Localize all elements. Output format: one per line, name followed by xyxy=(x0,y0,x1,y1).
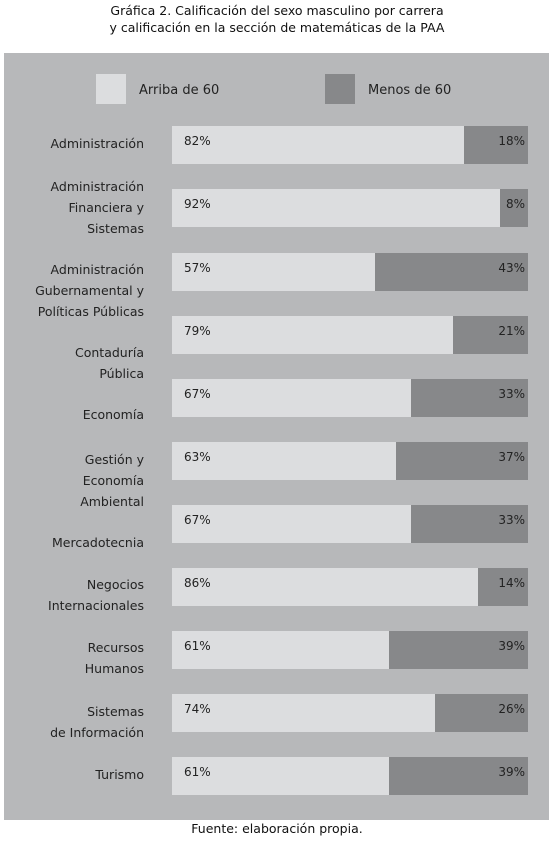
bar-below-60 xyxy=(389,631,528,669)
category-label-line: Sistemas xyxy=(87,704,144,719)
legend-label-below-60: Menos de 60 xyxy=(368,83,452,98)
category-label-line: Contaduría xyxy=(75,345,144,360)
category-label-line: Financiera y xyxy=(68,200,144,215)
data-label-above-60: 61% xyxy=(184,765,211,779)
source-note: Fuente: elaboración propia. xyxy=(191,821,363,836)
bar-below-60 xyxy=(463,126,528,164)
category-label-line: Internacionales xyxy=(48,598,144,613)
legend-label-above-60: Arriba de 60 xyxy=(139,83,220,98)
bar-below-60 xyxy=(389,757,528,795)
category-label-line: Negocios xyxy=(86,577,144,592)
category-label-line: Ambiental xyxy=(80,494,144,509)
category-label-line: Administración xyxy=(50,262,144,277)
data-label-below-60: 8% xyxy=(505,197,525,211)
bar-below-60 xyxy=(453,316,528,354)
chart-title-line-1: Gráfica 2. Calificación del sexo masculi… xyxy=(110,3,444,18)
category-label-line: Recursos xyxy=(87,640,144,655)
bar-above-60 xyxy=(172,126,464,164)
bar-above-60 xyxy=(172,757,390,795)
category-label-line: Gestión y xyxy=(84,452,144,467)
category-label-line: Administración xyxy=(50,136,144,151)
data-label-above-60: 82% xyxy=(184,134,211,148)
data-label-below-60: 21% xyxy=(498,324,525,338)
category-label: Sistemas de Información xyxy=(50,701,144,743)
chart-panel: Arriba de 60 Menos de 60 82% 18% Administr… xyxy=(4,53,549,820)
bar-below-60 xyxy=(410,505,528,543)
bar-above-60 xyxy=(172,568,479,606)
data-label-below-60: 39% xyxy=(498,765,525,779)
data-label-above-60: 79% xyxy=(184,324,211,338)
data-label-below-60: 18% xyxy=(498,134,525,148)
bar-above-60 xyxy=(172,253,375,291)
category-label-line: Economía xyxy=(82,473,144,488)
chart-title-line-2: y calificación en la sección de matemáti… xyxy=(109,20,445,35)
data-label-above-60: 67% xyxy=(184,513,211,527)
data-label-above-60: 74% xyxy=(184,702,211,716)
data-label-below-60: 43% xyxy=(498,261,525,275)
category-label: Gestión y Economía Ambiental xyxy=(80,449,144,512)
category-label-line: Economía xyxy=(82,407,144,422)
data-label-above-60: 57% xyxy=(184,261,211,275)
category-label-line: Pública xyxy=(99,366,144,381)
data-label-below-60: 14% xyxy=(498,576,525,590)
category-label: Administración xyxy=(51,133,144,154)
data-label-above-60: 61% xyxy=(184,639,211,653)
bar-below-60 xyxy=(478,568,528,606)
category-label: Administración Financiera y Sistemas xyxy=(51,176,144,239)
data-label-above-60: 63% xyxy=(184,450,211,464)
category-label-line: Políticas Públicas xyxy=(37,304,144,319)
category-label-line: Turismo xyxy=(95,767,144,782)
bar-above-60 xyxy=(172,631,390,669)
category-label-line: Sistemas xyxy=(87,221,144,236)
bar-below-60 xyxy=(499,189,528,227)
data-label-above-60: 92% xyxy=(184,197,211,211)
bar-below-60 xyxy=(396,442,528,480)
bar-above-60 xyxy=(172,316,454,354)
bar-above-60 xyxy=(172,379,411,417)
category-label-line: Administración xyxy=(50,179,144,194)
category-label: Recursos Humanos xyxy=(85,637,144,679)
legend-swatch-below-60 xyxy=(325,74,355,104)
bar-above-60 xyxy=(172,189,500,227)
category-label: Turismo xyxy=(95,764,144,785)
category-label-line: Gubernamental y xyxy=(35,283,144,298)
data-label-below-60: 26% xyxy=(498,702,525,716)
data-label-below-60: 37% xyxy=(498,450,525,464)
bar-below-60 xyxy=(435,694,528,732)
data-label-below-60: 39% xyxy=(498,639,525,653)
bar-above-60 xyxy=(172,694,436,732)
category-label-line: Mercadotecnia xyxy=(52,535,144,550)
category-label: Mercadotecnia xyxy=(52,532,144,553)
category-label: Negocios Internacionales xyxy=(48,574,144,616)
bar-above-60 xyxy=(172,442,397,480)
legend-swatch-above-60 xyxy=(96,74,126,104)
bar-below-60 xyxy=(410,379,528,417)
category-label: Economía xyxy=(83,404,144,425)
data-label-above-60: 86% xyxy=(184,576,211,590)
category-label: Contaduría Pública xyxy=(75,342,144,384)
data-label-below-60: 33% xyxy=(498,387,525,401)
data-label-above-60: 67% xyxy=(184,387,211,401)
category-label-line: de Información xyxy=(50,725,144,740)
bar-below-60 xyxy=(374,253,528,291)
data-label-below-60: 33% xyxy=(498,513,525,527)
category-label-line: Humanos xyxy=(84,661,144,676)
bar-above-60 xyxy=(172,505,411,543)
chart-title: Gráfica 2. Calificación del sexo masculi… xyxy=(0,2,554,36)
category-label: Administración Gubernamental y Políticas P… xyxy=(35,259,144,322)
